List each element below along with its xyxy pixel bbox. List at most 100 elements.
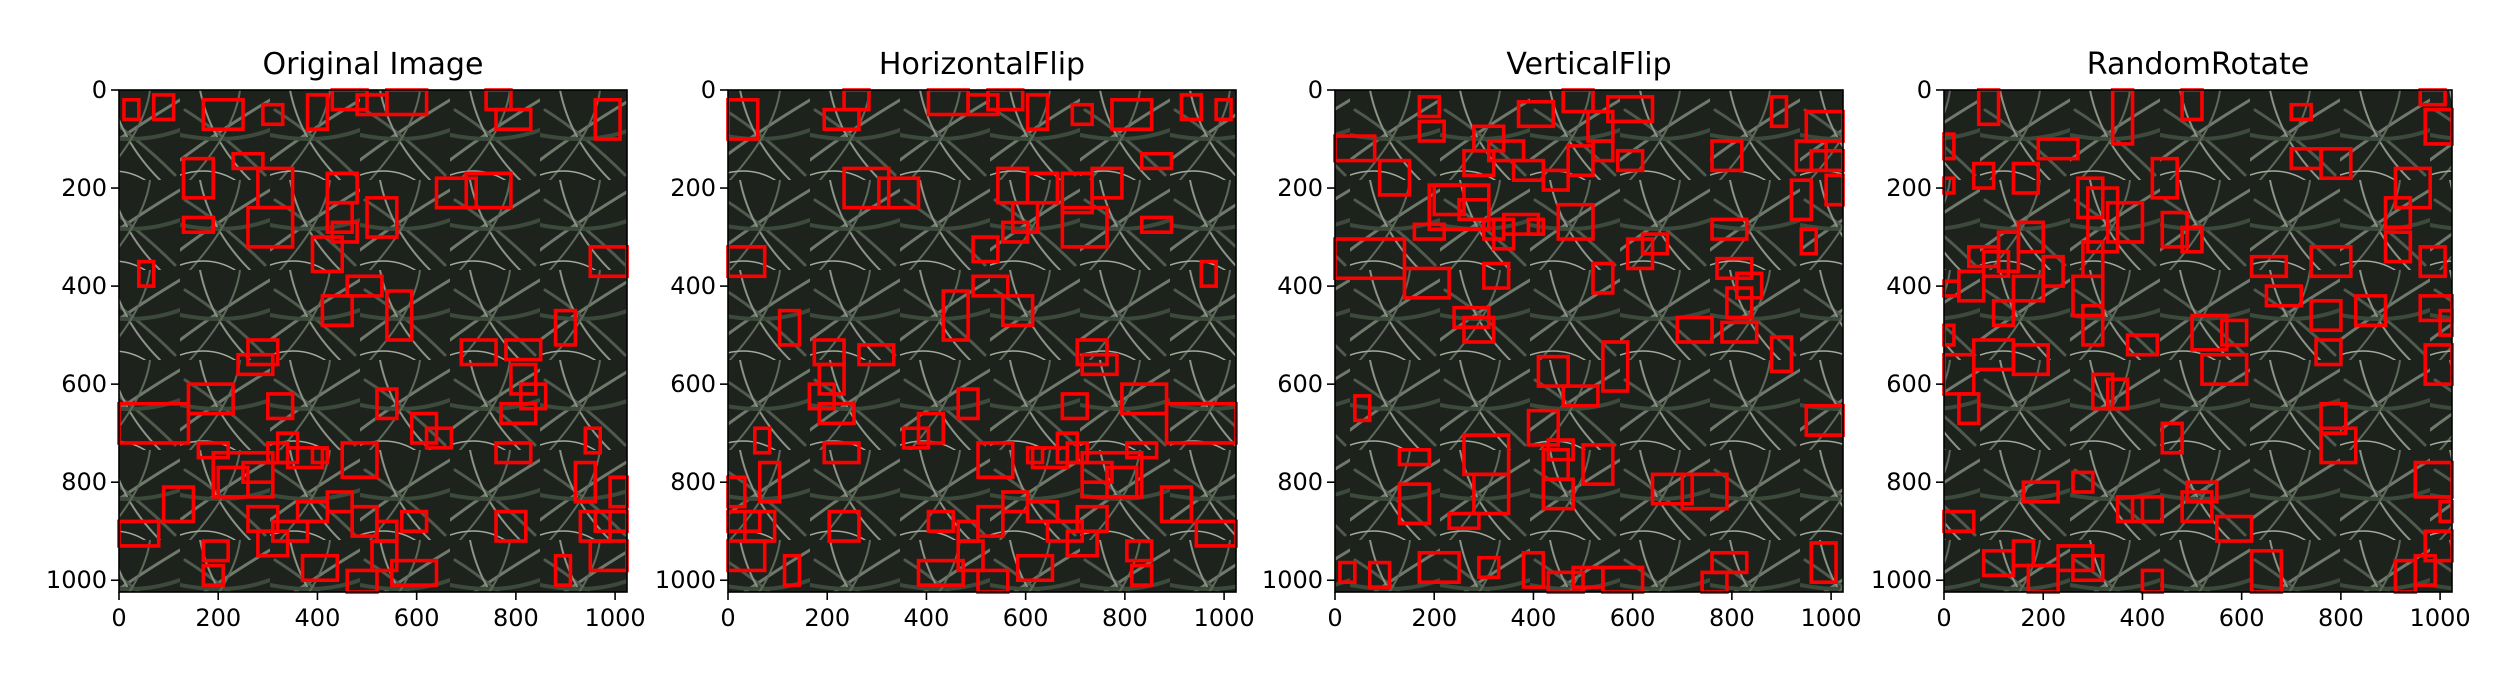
bounding-box	[399, 509, 429, 534]
bounding-box	[1482, 261, 1511, 290]
bounding-box	[1015, 553, 1055, 583]
bounding-box	[1045, 519, 1085, 543]
x-tick-label: 800	[1102, 604, 1148, 632]
bounding-box	[2011, 161, 2041, 195]
bounding-box	[231, 151, 265, 171]
bounding-box	[1581, 443, 1615, 486]
y-tick-label: 600	[1277, 370, 1323, 398]
bounding-box	[1025, 93, 1050, 132]
bounding-box	[2220, 318, 2249, 347]
panel-title: VerticalFlip	[1506, 47, 1671, 82]
bounding-box	[137, 259, 156, 288]
bounding-box	[2249, 254, 2289, 279]
bounding-box	[2309, 299, 2343, 333]
bounding-box	[1377, 158, 1412, 197]
x-tick-label: 400	[2120, 604, 2166, 632]
bounding-box	[1735, 271, 1764, 300]
bounding-box	[201, 563, 225, 587]
bounding-box	[782, 553, 802, 587]
bounding-box	[1561, 384, 1600, 408]
bounding-box	[857, 343, 896, 367]
bounding-box	[1001, 490, 1030, 514]
bounding-box	[434, 176, 478, 210]
bounding-box	[752, 426, 772, 455]
panel-title: Original Image	[263, 47, 484, 82]
bounding-box	[1130, 563, 1154, 587]
x-tick-label: 1000	[1194, 604, 1255, 632]
x-tick-label: 800	[2318, 604, 2364, 632]
x-tick-label: 400	[295, 604, 341, 632]
bounding-box	[757, 460, 782, 504]
y-tick-label: 0	[92, 76, 107, 104]
bounding-box	[2016, 220, 2046, 254]
x-tick-label: 800	[1709, 604, 1755, 632]
x-tick-label: 200	[804, 604, 850, 632]
bounding-box	[1769, 95, 1789, 129]
x-tick-label: 200	[1411, 604, 1457, 632]
bounding-box	[2105, 377, 2130, 411]
x-tick-label: 1000	[1801, 604, 1862, 632]
bounding-box	[1070, 102, 1094, 127]
bounding-box	[976, 441, 1015, 480]
bounding-box	[1417, 550, 1461, 584]
bounding-box	[817, 362, 846, 396]
bounding-box	[1769, 335, 1794, 374]
y-tick-label: 1000	[655, 566, 716, 594]
bounding-box	[151, 93, 176, 122]
bounding-box	[817, 401, 856, 426]
bounding-box	[1338, 560, 1357, 584]
y-tick-label: 0	[1308, 76, 1323, 104]
bounding-box	[1417, 119, 1446, 143]
bounding-box	[375, 387, 399, 421]
bounding-box	[807, 382, 836, 411]
bounding-box	[1541, 448, 1570, 482]
bounding-box	[181, 215, 216, 234]
x-tick-label: 400	[1511, 604, 1557, 632]
bounding-box	[966, 93, 1000, 117]
bounding-box	[1789, 178, 1814, 222]
bounding-box	[464, 171, 513, 210]
bounding-box	[1065, 441, 1089, 465]
bounding-box	[2319, 401, 2348, 435]
x-tick-label: 600	[2219, 604, 2265, 632]
bounding-box	[2180, 225, 2204, 254]
bounding-box	[2353, 294, 2388, 328]
bounding-box	[1526, 408, 1561, 447]
bounding-box	[553, 553, 573, 587]
bounding-box	[1981, 249, 2011, 279]
bounding-box	[325, 200, 354, 234]
bounding-box	[1080, 352, 1119, 377]
bounding-box	[1586, 109, 1615, 143]
bounding-box	[916, 558, 965, 587]
y-tick-label: 1000	[46, 566, 107, 594]
bounding-box	[1462, 315, 1496, 344]
bounding-box	[266, 392, 295, 421]
bounding-box	[583, 426, 603, 455]
bounding-box	[1199, 259, 1218, 288]
y-tick-label: 800	[61, 468, 107, 496]
x-tick-label: 800	[493, 604, 539, 632]
bounding-box	[365, 196, 399, 239]
bounding-box	[1025, 171, 1060, 205]
bounding-box	[186, 382, 235, 416]
axes-frame	[1943, 89, 2453, 593]
bounding-box	[1482, 217, 1506, 241]
x-tick-label: 200	[2020, 604, 2066, 632]
bounding-box	[2115, 495, 2145, 524]
bounding-box	[236, 352, 275, 377]
bounding-box	[1606, 95, 1655, 124]
bounding-box	[2130, 495, 2165, 524]
bounding-box	[1591, 261, 1615, 295]
bounding-box	[2071, 470, 2095, 494]
bounding-box	[1799, 227, 1819, 256]
y-tick-label: 200	[61, 174, 107, 202]
bounding-box	[499, 401, 538, 426]
bounding-box	[2150, 156, 2179, 200]
bounding-box	[956, 539, 985, 573]
bounding-box	[424, 426, 454, 450]
bounding-box	[1010, 200, 1040, 234]
bounding-box	[1105, 465, 1139, 499]
bounding-box	[2413, 553, 2437, 587]
